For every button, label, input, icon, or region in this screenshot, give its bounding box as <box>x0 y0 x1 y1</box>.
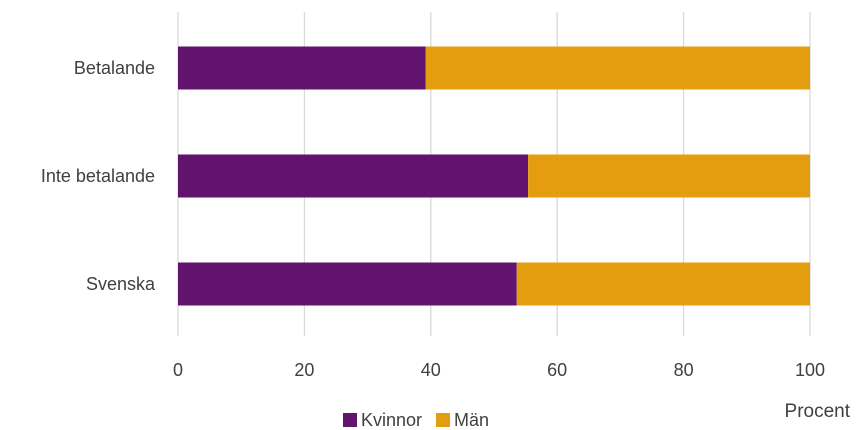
x-tick-label: 100 <box>795 360 825 380</box>
bars <box>178 46 810 306</box>
category-label: Inte betalande <box>41 166 155 186</box>
category-label: Svenska <box>86 274 156 294</box>
bar-kvinnor-0 <box>178 46 426 90</box>
legend-label: Män <box>454 410 489 430</box>
x-tick-label: 80 <box>674 360 694 380</box>
bar-m-n-2 <box>516 262 810 306</box>
x-tick-label: 60 <box>547 360 567 380</box>
legend-label: Kvinnor <box>361 410 422 430</box>
legend-swatch-1 <box>436 413 451 427</box>
bar-kvinnor-1 <box>178 154 529 198</box>
bar-m-n-1 <box>528 154 810 198</box>
x-tick-labels: 0 20 40 60 80 100 <box>173 360 825 380</box>
category-label: Betalande <box>74 58 155 78</box>
bar-kvinnor-2 <box>178 262 517 306</box>
legend-swatch-0 <box>343 413 357 427</box>
legend: Kvinnor Män <box>343 410 489 430</box>
bar-m-n-0 <box>425 46 810 90</box>
category-labels: Betalande Inte betalande Svenska <box>41 58 156 294</box>
x-axis-unit-label: Procent <box>785 401 851 422</box>
x-tick-label: 40 <box>421 360 441 380</box>
x-tick-label: 0 <box>173 360 183 380</box>
x-tick-label: 20 <box>294 360 314 380</box>
